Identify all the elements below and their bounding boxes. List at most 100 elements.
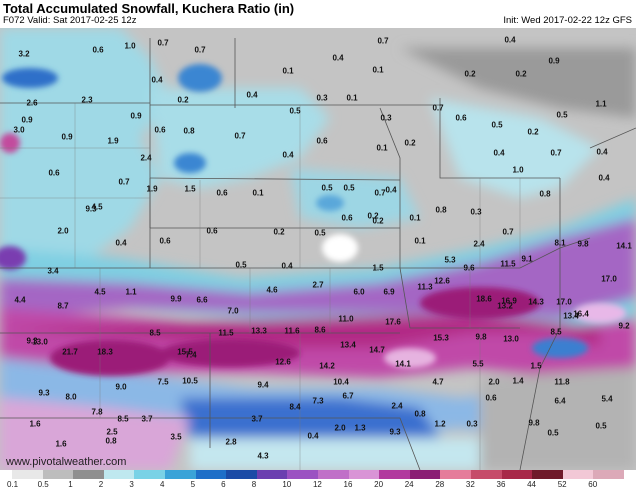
snowfall-value-label: 0.5 <box>547 428 559 438</box>
snowfall-value-label: 0.3 <box>380 113 392 123</box>
snowfall-value-label: 0.1 <box>252 188 264 198</box>
snowfall-value-label: 0.1 <box>376 143 388 153</box>
snowfall-value-label: 8.1 <box>554 238 566 248</box>
snowfall-value-label: 2.8 <box>225 437 237 447</box>
snowfall-value-label: 8.6 <box>314 325 326 335</box>
snowfall-value-label: 0.4 <box>282 150 294 160</box>
snowfall-value-label: 14.1 <box>616 241 632 251</box>
snowfall-value-label: 21.7 <box>62 347 78 357</box>
snowfall-value-label: 0.5 <box>321 183 333 193</box>
snowfall-value-label: 8.0 <box>65 392 77 402</box>
snowfall-value-label: 2.0 <box>488 377 500 387</box>
colorbar-tick-label: 12 <box>312 480 322 489</box>
snowfall-value-label: 0.7 <box>550 148 562 158</box>
colorbar-tick-label: 36 <box>496 480 506 489</box>
snowfall-value-label: 1.9 <box>146 184 158 194</box>
colorbar-swatch <box>379 470 410 479</box>
snowfall-value-label: 0.1 <box>282 66 294 76</box>
snowfall-value-label: 1.9 <box>107 136 119 146</box>
snowfall-value-label: 13.2 <box>497 301 513 311</box>
colorbar-swatch <box>226 470 257 479</box>
snowfall-value-label: 4.5 <box>94 287 106 297</box>
snowfall-value-label: 13.0 <box>503 334 519 344</box>
snowfall-value-label: 0.8 <box>183 126 195 136</box>
snowfall-value-label: 0.4 <box>332 53 344 63</box>
colorbar-tick-label: 6 <box>221 480 226 489</box>
snowfall-value-label: 9.6 <box>463 263 475 273</box>
site-credit: www.pivotalweather.com <box>6 456 127 468</box>
snowfall-value-label: 0.6 <box>92 45 104 55</box>
snowfall-value-label: 0.5 <box>289 106 301 116</box>
colorbar-tick-label: 28 <box>435 480 445 489</box>
snowfall-value-label: 2.5 <box>106 427 118 437</box>
colorbar-tick-label: 10 <box>282 480 292 489</box>
colorbar-tick-label: 32 <box>465 480 475 489</box>
snowfall-value-label: 11.5 <box>218 328 234 338</box>
snowfall-value-label: 0.4 <box>307 431 319 441</box>
snowfall-value-label: 9.3 <box>389 427 401 437</box>
snowfall-value-label: 13.4 <box>340 340 356 350</box>
snowfall-value-label: 0.1 <box>414 236 426 246</box>
snowfall-value-label: 1.0 <box>512 165 524 175</box>
snowfall-value-label: 18.6 <box>476 294 492 304</box>
colorbar-tick-label: 4 <box>159 480 165 489</box>
snowfall-value-label: 0.6 <box>48 168 60 178</box>
snowfall-value-label: 6.6 <box>196 295 208 305</box>
snowfall-value-label: 5.3 <box>444 255 456 265</box>
snowfall-value-label: 9.9 <box>170 294 182 304</box>
snowfall-value-label: 3.5 <box>170 432 182 442</box>
colorbar-tick-label: 20 <box>374 480 384 489</box>
colorbar-swatch <box>440 470 471 479</box>
snowfall-value-label: 0.5 <box>491 120 503 130</box>
snowfall-value-label: 0.2 <box>367 211 379 221</box>
snowfall-value-label: 8.4 <box>289 402 301 412</box>
snowfall-value-label: 1.1 <box>125 287 137 297</box>
snowfall-value-label: 0.9 <box>130 111 142 121</box>
snowfall-value-label: 0.1 <box>372 65 384 75</box>
map-title: Total Accumulated Snowfall, Kuchera Rati… <box>3 1 295 16</box>
snowfall-value-label: 17.6 <box>385 317 401 327</box>
snowfall-value-label: 0.2 <box>527 127 539 137</box>
snowfall-value-label: 9.3 <box>38 388 50 398</box>
colorbar-tick-label: 44 <box>527 480 536 489</box>
snowfall-value-label: 0.2 <box>372 216 384 226</box>
snowfall-value-label: 0.6 <box>316 136 328 146</box>
snowfall-value-label: 3.4 <box>47 266 59 276</box>
colorbar-swatch <box>73 470 104 479</box>
snowfall-value-label: 0.5 <box>343 183 355 193</box>
snowfall-value-label: 9.4 <box>257 380 269 390</box>
snowfall-value-label: 0.3 <box>316 93 328 103</box>
snowfall-value-label: 0.9 <box>61 132 73 142</box>
snowfall-value-label: 2.4 <box>140 153 152 163</box>
snowfall-value-label: 10.4 <box>333 377 349 387</box>
snowfall-value-label: 8.5 <box>117 414 129 424</box>
colorbar-tick-label: 0.5 <box>37 480 49 489</box>
snowfall-value-label: 14.2 <box>319 361 335 371</box>
snowfall-field <box>0 28 636 470</box>
colorbar-swatch <box>287 470 318 479</box>
snowfall-value-label: 0.6 <box>206 226 218 236</box>
colorbar-swatch <box>256 470 288 479</box>
snowfall-value-label: 2.7 <box>312 280 324 290</box>
colorbar-tick-label: 0.1 <box>7 480 19 489</box>
colorbar-swatch <box>164 470 196 479</box>
snowfall-value-label: 0.6 <box>341 213 353 223</box>
colorbar-ticks: 0.1 0.5 1 2 3 4 5 6 8 10 12 16 20 24 28 32 36 44 52 60 <box>7 480 624 490</box>
snowfall-value-label: 9.3 <box>26 336 38 346</box>
snowfall-value-label: 0.2 <box>177 95 189 105</box>
snowfall-value-label: 6.7 <box>342 391 354 401</box>
snowfall-value-label: 0.2 <box>464 69 476 79</box>
colorbar-swatch <box>562 470 594 479</box>
snowfall-value-label: 0.7 <box>234 131 246 141</box>
colorbar-tick-label: 5 <box>190 480 196 489</box>
snowfall-value-label: 13.3 <box>251 326 267 336</box>
snowfall-value-label: 0.1 <box>409 213 421 223</box>
snowfall-value-label: 0.7 <box>194 45 206 55</box>
colorbar-swatch <box>195 470 227 479</box>
snowfall-value-label: 7.0 <box>227 306 239 316</box>
snowfall-value-label: 14.3 <box>528 297 544 307</box>
colorbar-tick-label: 2 <box>98 480 104 489</box>
snowfall-value-label: 3.7 <box>141 414 153 424</box>
snowfall-value-label: 9.3 <box>85 204 97 214</box>
snowfall-value-label: 2.6 <box>26 98 38 108</box>
